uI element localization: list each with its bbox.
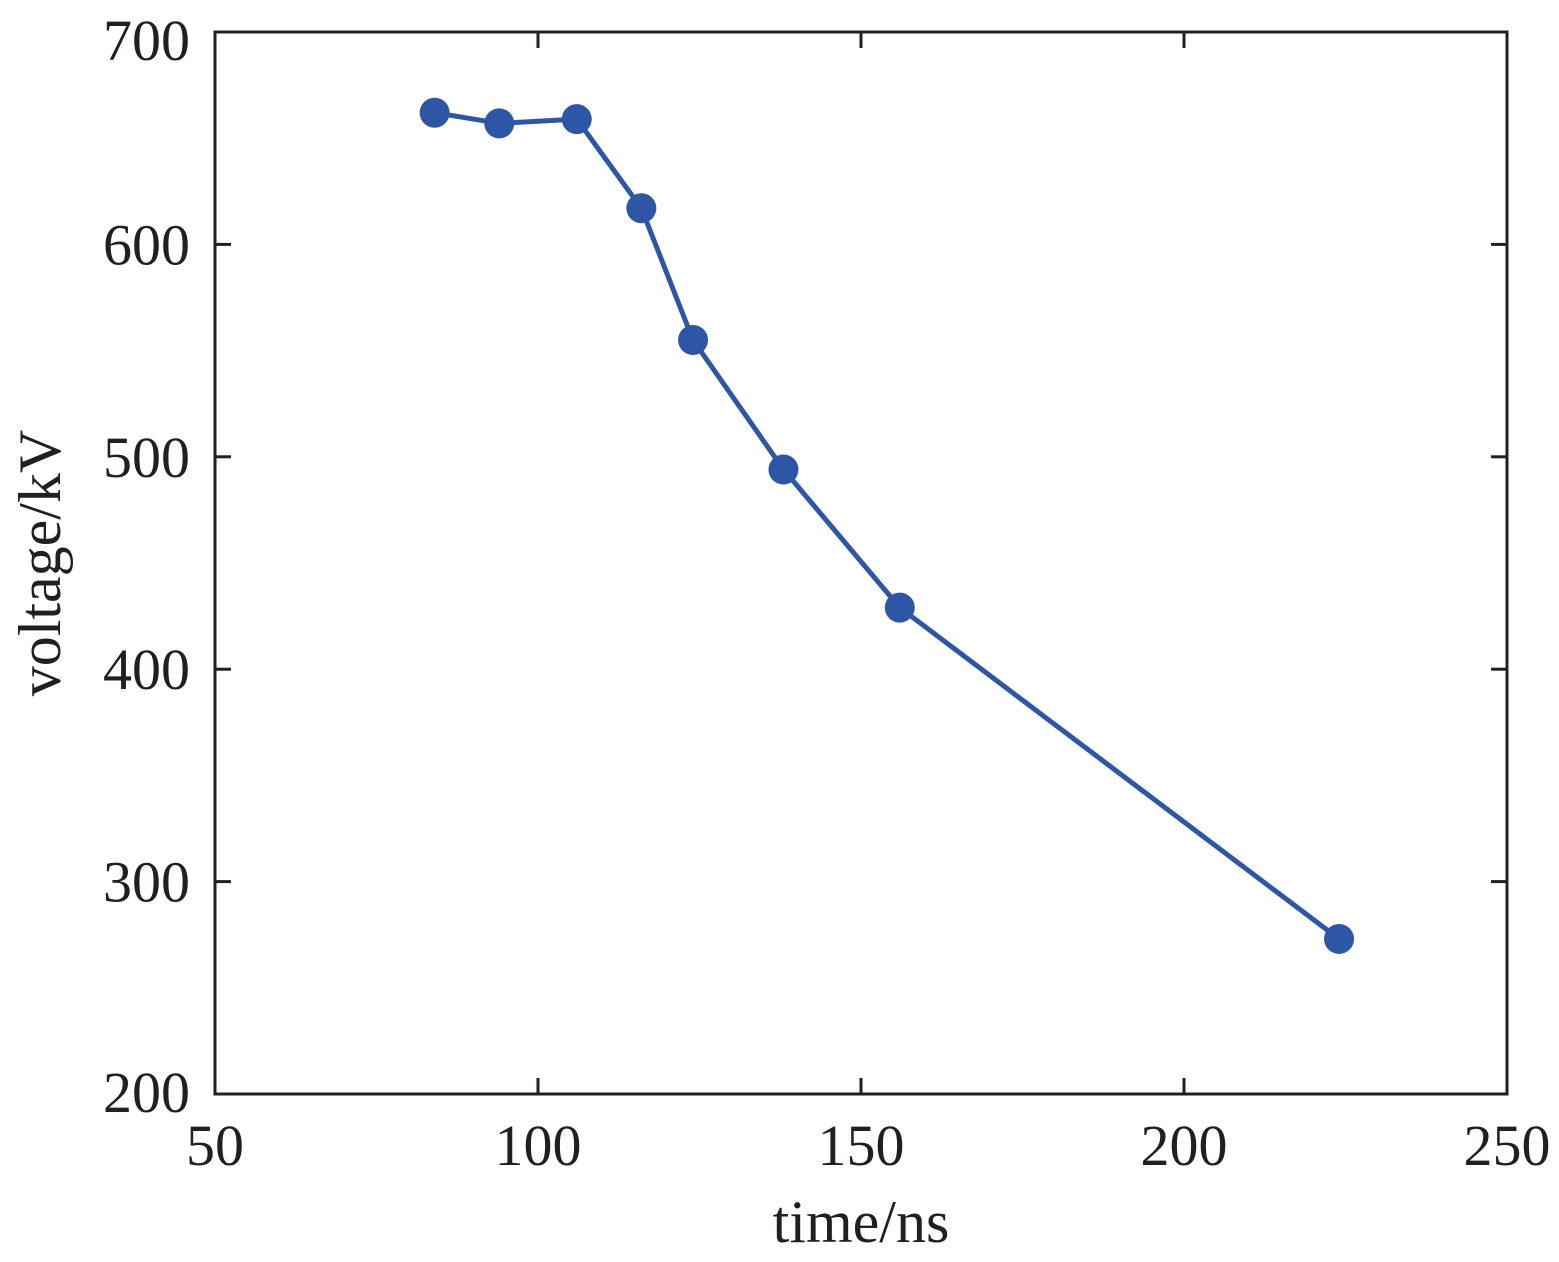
data-point: [768, 454, 799, 485]
x-tick-label: 100: [495, 1113, 582, 1178]
data-point: [1324, 923, 1355, 954]
y-tick-label: 200: [103, 1060, 190, 1125]
series-line: [434, 110, 1341, 941]
data-point: [626, 193, 657, 224]
data-point: [884, 592, 915, 623]
x-tick-label: 150: [818, 1113, 905, 1178]
x-tick-label: 250: [1464, 1113, 1551, 1178]
x-axis-label: time/ns: [773, 1189, 950, 1255]
tick-labels: 50 100 150 200 250 200 300 400 500 600 700: [103, 8, 1551, 1178]
data-point: [561, 104, 592, 135]
y-tick-label: 300: [103, 850, 190, 915]
y-tick-label: 700: [103, 8, 190, 73]
series-layer: [419, 97, 1355, 954]
x-tick-label: 50: [186, 1113, 244, 1178]
x-tick-label: 200: [1141, 1113, 1228, 1178]
data-point: [484, 108, 515, 139]
data-point: [678, 324, 709, 355]
axis-ticks: [215, 32, 1507, 1094]
data-point: [419, 97, 450, 128]
y-axis-label: voltage/kV: [7, 430, 73, 697]
y-tick-label: 500: [103, 425, 190, 490]
y-tick-label: 600: [103, 212, 190, 277]
y-tick-label: 400: [103, 637, 190, 702]
